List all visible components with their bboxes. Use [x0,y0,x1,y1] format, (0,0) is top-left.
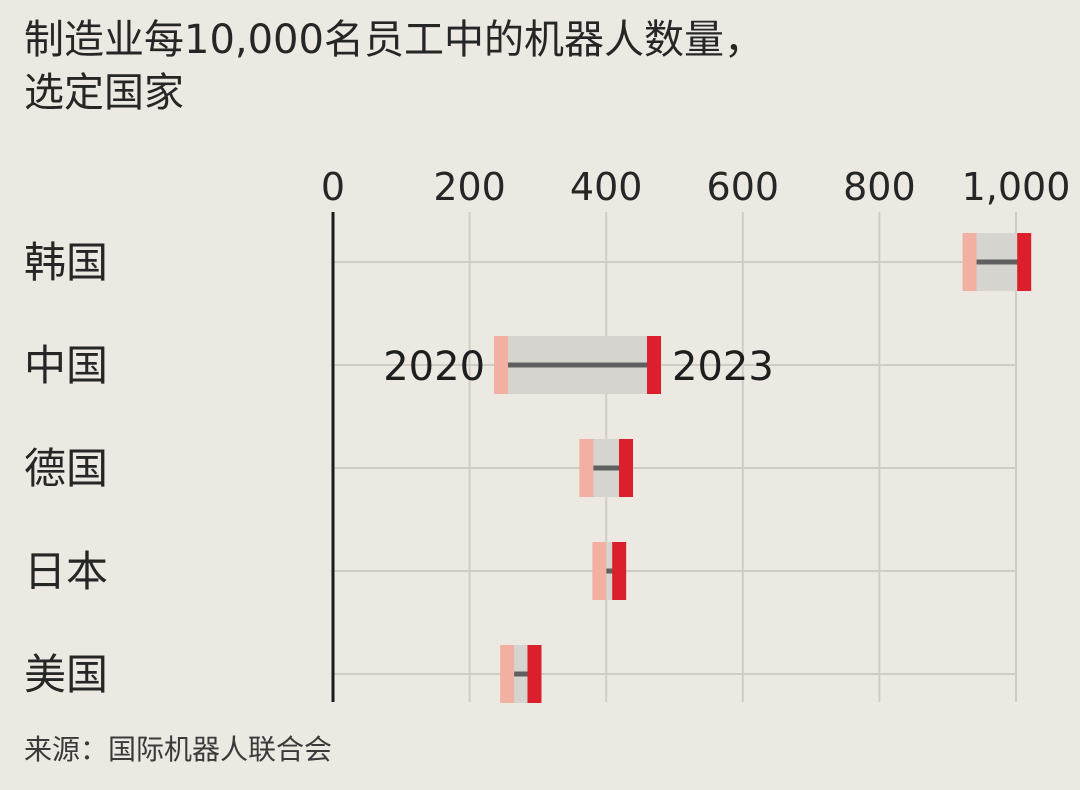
chart-title-line-1: 制造业每10,000名员工中的机器人数量， [24,17,764,63]
marker-2020-1 [494,336,509,394]
category-label-0: 韩国 [24,238,108,287]
marker-2023-1 [647,336,662,394]
marker-2020-3 [592,542,607,600]
annotation-label-2023: 2023 [672,344,774,390]
x-tick-label-0: 0 [321,165,345,209]
marker-2020-0 [962,233,977,291]
source-note: 来源：国际机器人联合会 [24,733,333,766]
marker-2023-0 [1017,233,1032,291]
category-label-3: 日本 [24,547,108,596]
gridlines [333,212,1017,702]
x-tick-label-800: 800 [843,165,916,209]
x-tick-label-200: 200 [433,165,506,209]
x-tick-label-400: 400 [570,165,643,209]
annotations: 2020 2023 [383,344,774,390]
marker-2023-4 [527,645,542,703]
data-marks [494,233,1032,703]
chart-title-line-2: 选定国家 [24,70,184,116]
x-tick-label-600: 600 [707,165,780,209]
x-axis-ticks: 0 200 400 600 800 1,000 [321,165,1070,209]
category-label-2: 德国 [24,444,108,493]
chart-title: 制造业每10,000名员工中的机器人数量， 选定国家 [24,14,1054,120]
marker-2020-4 [500,645,515,703]
category-label-1: 中国 [24,341,108,390]
x-tick-label-1000: 1,000 [962,165,1071,209]
marker-2020-2 [579,439,594,497]
annotation-label-2020: 2020 [383,344,485,390]
marker-2023-2 [619,439,634,497]
category-label-4: 美国 [24,650,108,699]
marker-2023-3 [612,542,627,600]
